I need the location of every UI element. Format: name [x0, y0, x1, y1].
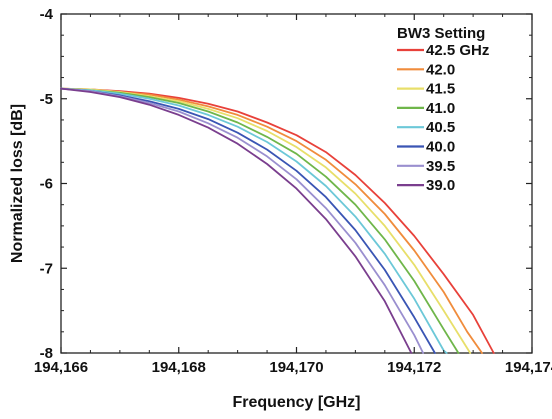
y-tick-label: -4	[40, 6, 54, 23]
legend-label-7: 39.5	[426, 158, 455, 175]
legend-title: BW3 Setting	[397, 25, 485, 42]
x-tick-label: 194,174	[505, 359, 552, 376]
series-line-8	[60, 87, 413, 354]
y-axis-label: Normalized loss [dB]	[9, 104, 26, 263]
y-tick-label: -6	[40, 176, 53, 193]
series-line-4	[60, 87, 460, 354]
y-axis: -4 -5 -6 -7 -8	[40, 6, 532, 362]
x-tick-label: 194,168	[152, 359, 206, 376]
x-tick-label: 194,170	[269, 359, 323, 376]
legend-label-1: 42.5 GHz	[426, 42, 489, 59]
x-axis: 194,166 194,168 194,170 194,172 194,174	[34, 14, 552, 376]
legend-label-6: 40.0	[426, 139, 455, 156]
series-line-5	[60, 87, 448, 354]
legend: BW3 Setting 42.5 GHz 42.0 41.5 41.0 40.5 40.0…	[397, 25, 489, 194]
y-tick-label: -8	[40, 345, 53, 362]
legend-label-4: 41.0	[426, 100, 455, 117]
legend-label-5: 40.5	[426, 119, 455, 136]
y-tick-label: -7	[40, 260, 53, 277]
x-tick-label: 194,166	[34, 359, 88, 376]
x-axis-label: Frequency [GHz]	[232, 394, 360, 411]
legend-label-3: 41.5	[426, 81, 455, 98]
x-tick-label: 194,172	[387, 359, 441, 376]
plot-frame	[60, 13, 533, 354]
legend-label-8: 39.0	[426, 177, 455, 194]
series-layer	[60, 87, 495, 354]
series-line-7	[60, 87, 424, 354]
series-line-6	[60, 87, 436, 354]
legend-label-2: 42.0	[426, 61, 455, 78]
y-tick-label: -5	[40, 91, 53, 108]
